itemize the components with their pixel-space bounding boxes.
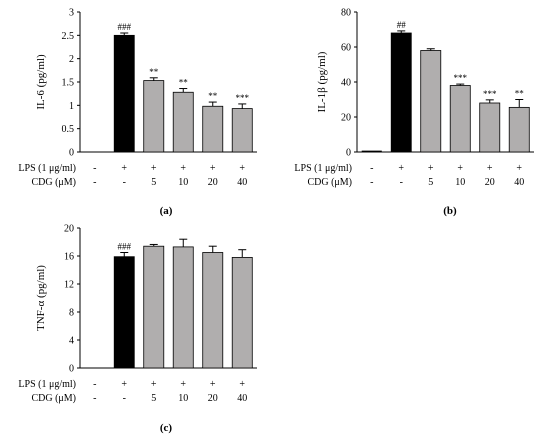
y-axis-label: IL-6 (pg/ml)	[35, 54, 47, 110]
significance-label: ###	[118, 22, 132, 32]
bar	[202, 252, 224, 369]
y-axis-label: TNF-α (pg/ml)	[35, 265, 47, 331]
treatment-value: +	[487, 163, 493, 174]
treatment-value: -	[93, 379, 96, 390]
treatment-value: 40	[514, 177, 524, 188]
bar	[143, 80, 165, 153]
panel-label: (a)	[160, 205, 173, 217]
treatment-value: -	[370, 163, 373, 174]
panel-label: (b)	[443, 205, 457, 217]
treatment-value: 10	[178, 177, 188, 188]
treatment-value: 10	[455, 177, 465, 188]
significance-label: ***	[236, 93, 250, 103]
y-tick-label: 1	[69, 101, 74, 112]
y-tick-label: 80	[341, 8, 351, 19]
y-tick-label: 16	[64, 252, 74, 263]
treatment-value: +	[428, 163, 434, 174]
treatment-value: +	[151, 163, 157, 174]
significance-label: ***	[483, 89, 497, 99]
treatment-value: -	[123, 177, 126, 188]
y-tick-label: 12	[64, 280, 74, 291]
treatment-value: +	[457, 163, 463, 174]
treatment-value: +	[516, 163, 522, 174]
significance-label: **	[179, 78, 189, 88]
y-tick-label: 2.5	[62, 31, 75, 42]
panel-label: (c)	[160, 422, 173, 434]
bar	[449, 85, 471, 153]
y-tick-label: 20	[341, 113, 351, 124]
y-axis-label: IL-1β (pg/ml)	[316, 51, 328, 112]
treatment-row-label: CDG (μM)	[31, 393, 76, 404]
treatment-value: 20	[485, 177, 495, 188]
treatment-value: 5	[151, 393, 156, 404]
treatment-row-label: LPS (1 μg/ml)	[18, 379, 76, 390]
bar	[479, 102, 501, 153]
significance-label: ***	[454, 73, 468, 83]
treatment-value: -	[400, 177, 403, 188]
significance-label: **	[208, 91, 218, 101]
y-tick-label: 0.5	[62, 124, 75, 135]
bar	[113, 256, 135, 369]
y-tick-label: 0	[69, 364, 74, 375]
treatment-row-label: LPS (1 μg/ml)	[294, 163, 352, 174]
bar	[202, 105, 224, 153]
y-tick-label: 40	[341, 78, 351, 89]
treatment-value: 20	[208, 177, 218, 188]
bar	[508, 106, 530, 153]
bar	[420, 50, 442, 153]
treatment-value: -	[370, 177, 373, 188]
significance-label: **	[515, 89, 525, 99]
treatment-value: +	[180, 163, 186, 174]
treatment-value: -	[123, 393, 126, 404]
treatment-value: -	[93, 177, 96, 188]
treatment-value: -	[93, 393, 96, 404]
y-tick-label: 4	[69, 336, 74, 347]
treatment-value: 20	[208, 393, 218, 404]
treatment-value: +	[121, 163, 127, 174]
y-tick-label: 20	[64, 224, 74, 235]
bar	[113, 34, 135, 153]
bar	[231, 108, 253, 153]
treatment-row-label: CDG (μM)	[307, 177, 352, 188]
treatment-value: +	[239, 163, 245, 174]
significance-label: ###	[118, 242, 132, 252]
y-tick-label: 3	[69, 8, 74, 19]
treatment-row-label: CDG (μM)	[31, 177, 76, 188]
bar	[172, 246, 194, 369]
treatment-value: +	[239, 379, 245, 390]
y-tick-label: 60	[341, 43, 351, 54]
treatment-value: +	[398, 163, 404, 174]
treatment-value: 5	[151, 177, 156, 188]
treatment-value: +	[151, 379, 157, 390]
y-tick-label: 2	[69, 54, 74, 65]
y-tick-label: 0	[69, 148, 74, 159]
treatment-value: +	[121, 379, 127, 390]
significance-label: ##	[397, 20, 407, 30]
treatment-value: 40	[237, 393, 247, 404]
treatment-row-label: LPS (1 μg/ml)	[18, 163, 76, 174]
bar	[390, 32, 412, 153]
significance-label: **	[149, 67, 159, 77]
y-tick-label: 0	[346, 148, 351, 159]
treatment-value: +	[180, 379, 186, 390]
y-tick-label: 1.5	[62, 78, 75, 89]
y-tick-label: 8	[69, 308, 74, 319]
bar	[231, 256, 253, 369]
treatment-value: 5	[428, 177, 433, 188]
treatment-value: +	[210, 163, 216, 174]
treatment-value: 40	[237, 177, 247, 188]
treatment-value: -	[93, 163, 96, 174]
treatment-value: +	[210, 379, 216, 390]
bar	[172, 91, 194, 153]
bar	[143, 245, 165, 369]
treatment-value: 10	[178, 393, 188, 404]
chart-panel-3: 0 4 8 12 16 20 TNF-α (pg/ml) ### LPS (1 μg/ml) - +…	[18, 224, 257, 434]
